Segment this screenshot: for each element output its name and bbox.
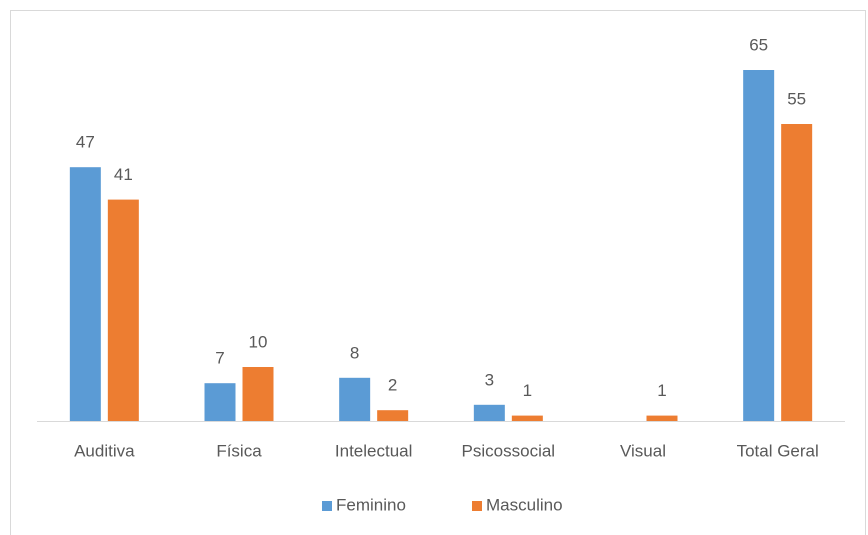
bar xyxy=(473,404,505,421)
bar xyxy=(743,70,775,421)
bar xyxy=(781,124,813,421)
data-label: 7 xyxy=(215,349,224,368)
legend-swatch xyxy=(472,501,482,511)
data-label: 3 xyxy=(485,370,494,389)
legend-swatch xyxy=(322,501,332,511)
bar xyxy=(107,199,139,421)
data-label: 8 xyxy=(350,343,359,362)
x-tick-label: Visual xyxy=(620,441,666,460)
legend-label: Feminino xyxy=(336,495,406,514)
data-label: 1 xyxy=(657,381,666,400)
x-tick-label: Psicossocial xyxy=(462,441,556,460)
legend-label: Masculino xyxy=(486,495,563,514)
data-label: 1 xyxy=(523,381,532,400)
data-label: 10 xyxy=(249,332,268,351)
bar xyxy=(511,415,543,421)
bar xyxy=(242,367,274,421)
data-label: 47 xyxy=(76,133,95,152)
x-tick-label: Intelectual xyxy=(335,441,413,460)
bar xyxy=(646,415,678,421)
bar xyxy=(204,383,236,421)
x-tick-label: Física xyxy=(216,441,262,460)
data-label: 65 xyxy=(749,35,768,54)
bar xyxy=(69,167,101,421)
data-label: 55 xyxy=(787,89,806,108)
data-label: 2 xyxy=(388,376,397,395)
x-tick-label: Auditiva xyxy=(74,441,135,460)
bar xyxy=(339,377,371,421)
data-label: 41 xyxy=(114,165,133,184)
bar xyxy=(377,410,409,421)
x-tick-label: Total Geral xyxy=(737,441,819,460)
chart-frame xyxy=(10,10,866,535)
